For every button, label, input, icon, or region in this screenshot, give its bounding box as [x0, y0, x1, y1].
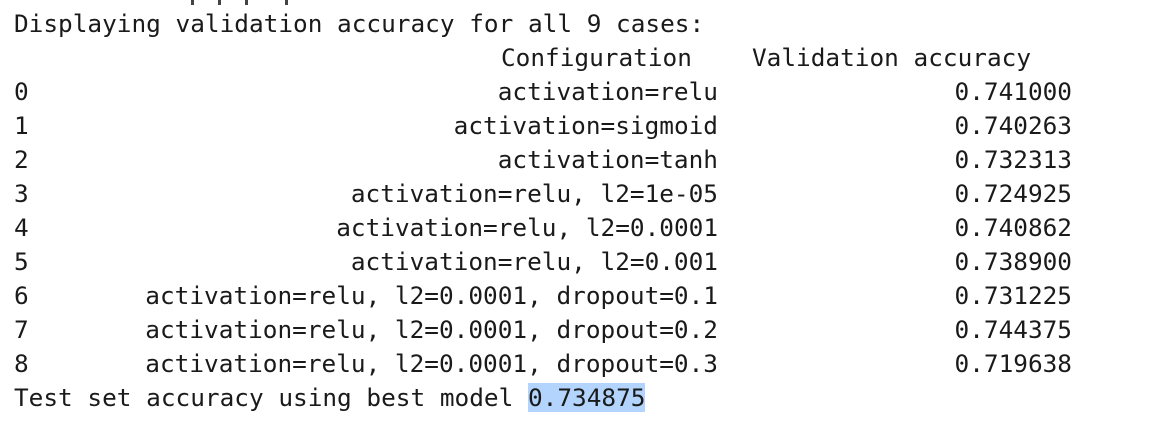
row-accuracy: 0.740862: [954, 213, 1072, 242]
row-index: 5: [14, 247, 29, 276]
row-accuracy: 0.741000: [954, 77, 1072, 106]
table-row: 6 activation=relu, l2=0.0001, dropout=0.…: [0, 279, 1154, 313]
row-accuracy: 0.724925: [954, 179, 1072, 208]
table-row: 8 activation=relu, l2=0.0001, dropout=0.…: [0, 347, 1154, 381]
row-index: 4: [14, 213, 29, 242]
row-configuration: activation=relu, l2=0.001: [350, 247, 718, 276]
test-accuracy-value-selected[interactable]: 0.734875: [527, 383, 646, 412]
intro-line: Displaying validation accuracy for all 9…: [14, 9, 705, 38]
row-configuration: activation=relu, l2=0.0001: [336, 213, 718, 242]
row-configuration: activation=relu, l2=0.0001, dropout=0.1: [145, 281, 718, 310]
row-accuracy: 0.732313: [954, 145, 1072, 174]
clipped-glyph: [191, 0, 194, 5]
row-accuracy: 0.740263: [954, 111, 1072, 140]
table-row: 0 activation=relu 0.741000: [0, 75, 1154, 109]
row-index: 1: [14, 111, 29, 140]
row-configuration: activation=relu, l2=1e-05: [350, 179, 718, 208]
table-row: 7 activation=relu, l2=0.0001, dropout=0.…: [0, 313, 1154, 347]
row-index: 8: [14, 349, 29, 378]
clipped-glyph: [218, 0, 221, 5]
table-row: 1 activation=sigmoid 0.740263: [0, 109, 1154, 143]
table-row: 4 activation=relu, l2=0.0001 0.740862: [0, 211, 1154, 245]
row-index: 7: [14, 315, 29, 344]
row-index: 6: [14, 281, 29, 310]
row-accuracy: 0.744375: [954, 315, 1072, 344]
row-index: 2: [14, 145, 29, 174]
column-header-validation-accuracy: Validation accuracy: [752, 43, 1032, 72]
row-configuration: activation=tanh: [497, 145, 718, 174]
clipped-glyph: [245, 0, 248, 5]
table-row: 5 activation=relu, l2=0.001 0.738900: [0, 245, 1154, 279]
row-configuration: activation=sigmoid: [453, 111, 718, 140]
clipped-glyph: [285, 0, 288, 5]
row-accuracy: 0.719638: [954, 349, 1072, 378]
row-accuracy: 0.738900: [954, 247, 1072, 276]
column-header-configuration: Configuration: [501, 43, 692, 72]
test-accuracy-line: Test set accuracy using best model 0.734…: [14, 381, 646, 415]
row-configuration: activation=relu, l2=0.0001, dropout=0.3: [145, 349, 718, 378]
table-row: 3 activation=relu, l2=1e-05 0.724925: [0, 177, 1154, 211]
clipped-previous-line: [0, 0, 1154, 6]
table-row: 2 activation=tanh 0.732313: [0, 143, 1154, 177]
row-index: 0: [14, 77, 29, 106]
row-configuration: activation=relu, l2=0.0001, dropout=0.2: [145, 315, 718, 344]
test-accuracy-label: Test set accuracy using best model: [14, 383, 528, 412]
row-index: 3: [14, 179, 29, 208]
row-configuration: activation=relu: [497, 77, 718, 106]
row-accuracy: 0.731225: [954, 281, 1072, 310]
